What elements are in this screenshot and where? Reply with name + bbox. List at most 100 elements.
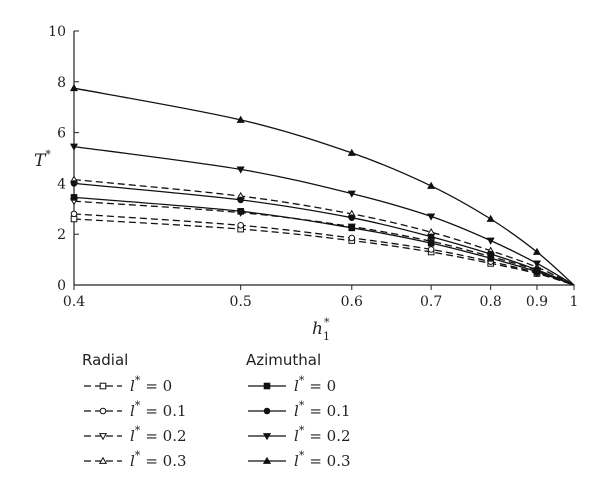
y-tick-label: 2 — [57, 227, 66, 243]
legend-label-sup: * — [299, 374, 305, 387]
data-point — [532, 260, 542, 268]
series-radial-0-3 — [69, 175, 575, 286]
legend-label-sup: * — [135, 424, 141, 437]
data-point — [427, 213, 436, 221]
data-point — [427, 246, 435, 253]
x-axis-label-sub: 1 — [323, 330, 330, 343]
legend-label-sup: * — [135, 399, 141, 412]
legend-entry-radial-0-3: l* = 0.3 — [84, 449, 187, 470]
legend-label-value: = 0 — [145, 377, 172, 395]
x-axis-label: h1* — [312, 316, 330, 343]
legend-label-var: l — [294, 452, 299, 470]
y-tick-label: 8 — [57, 75, 66, 91]
legend-label-var: l — [130, 402, 135, 420]
legend-label: l* = 0.2 — [294, 424, 351, 445]
legend-label-sup: * — [299, 449, 305, 462]
data-point — [347, 148, 356, 156]
series-radial-0 — [70, 215, 575, 286]
data-point — [70, 194, 78, 201]
series-line-radial-0-2 — [73, 200, 575, 286]
y-tick-label: 0 — [57, 278, 66, 294]
data-point — [70, 210, 78, 218]
legend-label-var: l — [294, 427, 299, 445]
x-tick-label: 0.6 — [341, 294, 363, 310]
data-point — [348, 234, 356, 242]
data-point — [427, 239, 435, 247]
data-point — [237, 196, 244, 204]
legend-label: l* = 0.2 — [130, 424, 187, 445]
legend-entry-azimuthal-0: l* = 0 — [248, 374, 336, 395]
series-azimuthal-0 — [70, 194, 575, 286]
x-tick-label: 0.4 — [63, 294, 85, 310]
legend-label: l* = 0.1 — [130, 399, 187, 420]
series-azimuthal-0-3 — [69, 83, 575, 286]
x-tick-label: 1 — [570, 294, 579, 310]
legend-label-sup: * — [299, 399, 305, 412]
legend-label: l* = 0.3 — [294, 449, 351, 470]
y-tick-label: 10 — [48, 24, 66, 40]
x-axis-label-sup: * — [324, 316, 330, 329]
legend-label-var: l — [294, 377, 299, 395]
data-point — [69, 143, 79, 151]
data-point — [98, 456, 108, 464]
legend-label-var: l — [130, 427, 135, 445]
data-point — [263, 382, 271, 390]
legend-label-value: = 0.2 — [145, 427, 186, 445]
legend-entry-azimuthal-0-1: l* = 0.1 — [248, 399, 351, 420]
data-point — [237, 208, 244, 215]
y-axis-label-main: T — [34, 151, 47, 171]
data-point — [237, 222, 244, 229]
legend-azimuthal-title: Azimuthal — [246, 351, 321, 369]
x-tick-label: 0.5 — [230, 294, 252, 310]
legend-label-var: l — [130, 377, 135, 395]
series-line-azimuthal-0-1 — [73, 182, 575, 286]
legend-radial-title: Radial — [82, 351, 128, 369]
data-point — [262, 433, 272, 441]
series-radial-0-1 — [70, 210, 575, 286]
legend-label-value: = 0.3 — [309, 452, 350, 470]
data-point — [69, 83, 79, 92]
y-tick-label: 4 — [57, 176, 66, 192]
legend: l* = 0l* = 0.1l* = 0.2l* = 0.3l* = 0l* = 0.1l*… — [84, 374, 351, 470]
legend-label-var: l — [294, 402, 299, 420]
series-line-azimuthal-0-3 — [73, 87, 575, 286]
data-point — [236, 115, 245, 123]
data-point — [427, 181, 436, 189]
legend-label-value: = 0.1 — [309, 402, 350, 420]
legend-entry-azimuthal-0-2: l* = 0.2 — [248, 424, 351, 445]
legend-label-value: = 0.3 — [145, 452, 186, 470]
legend-label: l* = 0 — [294, 374, 336, 395]
data-point — [427, 233, 435, 241]
series-line-radial-0-3 — [73, 178, 575, 286]
data-point — [262, 456, 272, 464]
data-point — [532, 247, 542, 255]
data-point — [98, 433, 108, 441]
x-axis-label-main: h — [312, 319, 323, 339]
data-point — [486, 214, 495, 222]
data-point — [347, 190, 356, 198]
series-line-azimuthal-0-2 — [73, 145, 575, 286]
legend-label-value: = 0 — [309, 377, 336, 395]
legend-label-value: = 0.2 — [309, 427, 350, 445]
legend-label: l* = 0 — [130, 374, 172, 395]
legend-label-sup: * — [299, 424, 305, 437]
legend-label: l* = 0.1 — [294, 399, 351, 420]
data-point — [486, 237, 495, 245]
legend-entry-radial-0-1: l* = 0.1 — [84, 399, 187, 420]
series-azimuthal-0-2 — [69, 143, 575, 286]
legend-entry-radial-0-2: l* = 0.2 — [84, 424, 187, 445]
y-axis-label-sup: * — [45, 148, 51, 161]
x-tick-label: 0.9 — [526, 294, 548, 310]
plot-frame — [73, 31, 574, 286]
series-line-radial-0 — [73, 218, 575, 286]
legend-label-sup: * — [135, 374, 141, 387]
x-tick-label: 0.8 — [480, 294, 502, 310]
ticks-layer: 0 2 4 6 8 10 0.4 0.5 0.6 0.7 0.8 0.9 1 — [48, 24, 578, 310]
legend-label-sup: * — [135, 449, 141, 462]
legend-label-var: l — [130, 452, 135, 470]
data-point — [236, 166, 245, 174]
series-layer — [69, 83, 575, 286]
data-point — [533, 266, 541, 274]
data-point — [263, 407, 271, 415]
